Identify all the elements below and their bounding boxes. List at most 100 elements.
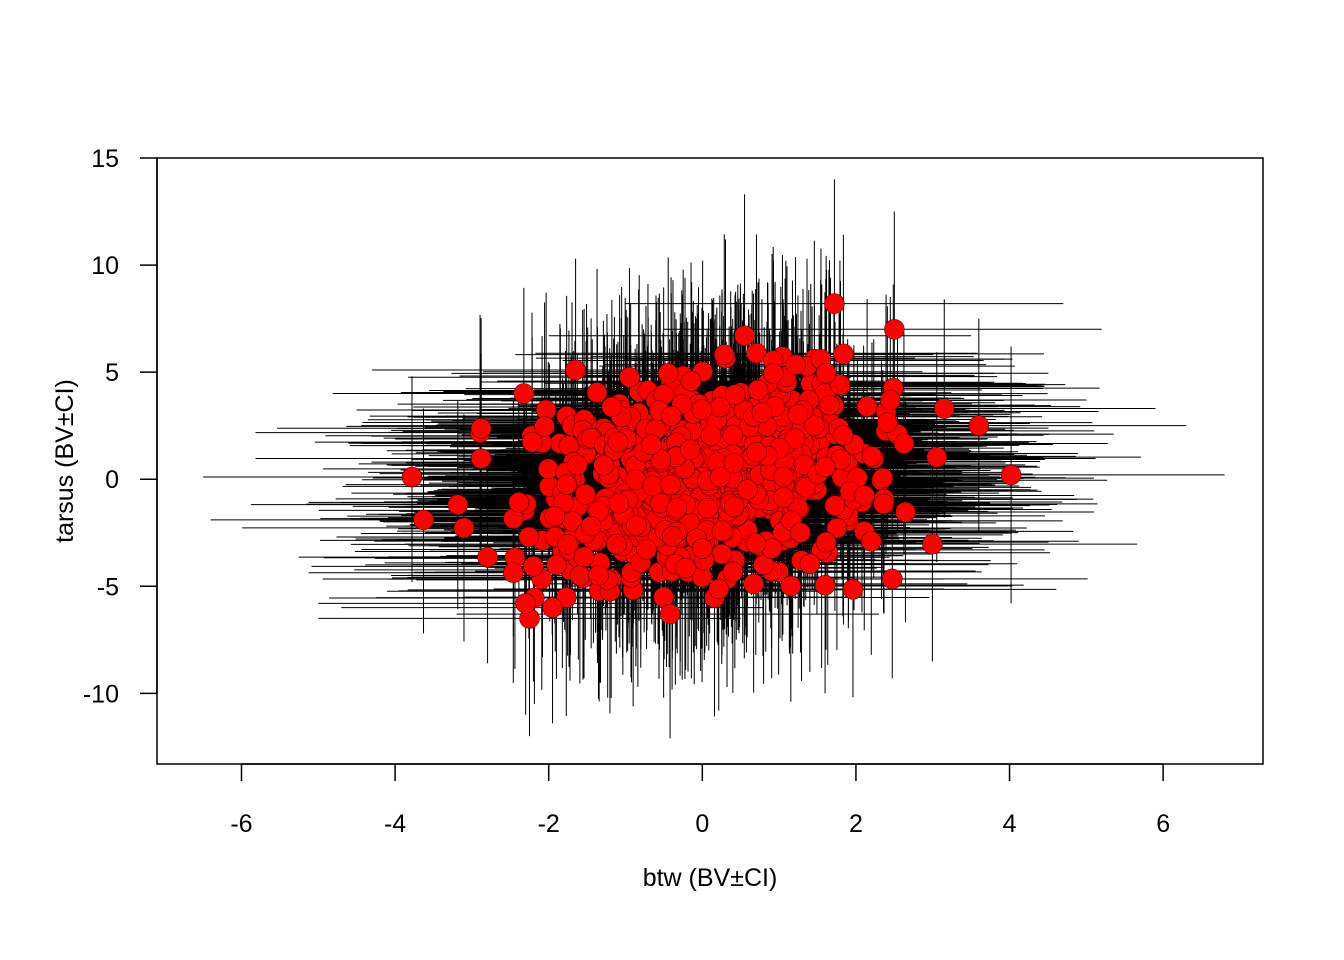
data-point: [534, 416, 555, 437]
data-point: [607, 431, 629, 453]
data-point: [586, 382, 608, 403]
data-point: [795, 477, 817, 498]
data-point: [650, 449, 672, 470]
data-point: [413, 509, 434, 531]
data-point: [709, 466, 731, 488]
data-point: [723, 452, 745, 474]
y-tick-label: 0: [105, 466, 119, 494]
data-point: [546, 554, 567, 576]
data-point: [722, 561, 744, 583]
data-point: [804, 415, 825, 436]
data-point: [679, 439, 701, 460]
y-axis: -10 -5 0 5 10 15: [83, 145, 158, 708]
data-point: [567, 454, 588, 476]
data-point: [895, 501, 916, 523]
data-point: [657, 363, 679, 384]
data-point: [880, 389, 901, 411]
data-point: [861, 446, 883, 467]
x-axis-title: btw (BV±CI): [643, 864, 778, 892]
data-point: [593, 455, 614, 476]
data-point: [477, 546, 498, 568]
y-tick-label: 15: [91, 145, 119, 173]
data-point: [893, 433, 915, 454]
data-point: [884, 319, 905, 340]
data-point: [542, 597, 563, 618]
data-point: [700, 425, 722, 446]
data-point: [518, 526, 540, 548]
data-point: [933, 398, 955, 419]
data-point: [619, 366, 640, 388]
data-point: [470, 418, 492, 439]
data-point: [447, 494, 469, 515]
data-point: [751, 402, 773, 424]
data-point: [691, 399, 713, 420]
data-point: [538, 458, 559, 480]
data-point: [873, 493, 894, 515]
x-tick-label: 6: [1156, 810, 1170, 838]
data-point: [661, 405, 682, 427]
data-point: [722, 424, 744, 446]
data-point: [968, 415, 990, 436]
data-point: [659, 603, 681, 625]
data-point: [922, 533, 943, 555]
data-point: [508, 492, 530, 513]
y-tick-label: -10: [83, 680, 119, 708]
y-axis-title: tarsus (BV±CI): [51, 379, 79, 543]
data-point: [737, 479, 758, 500]
data-point: [401, 466, 423, 488]
data-point: [675, 557, 697, 579]
data-point: [513, 383, 535, 404]
data-point: [608, 493, 630, 514]
y-tick-label: 10: [91, 252, 119, 280]
data-point: [642, 475, 664, 497]
data-point: [575, 483, 596, 505]
data-point: [680, 370, 702, 392]
data-point: [773, 466, 794, 488]
data-point: [503, 562, 524, 584]
data-point: [790, 522, 811, 543]
data-point: [824, 293, 845, 314]
data-point: [711, 520, 733, 542]
data-point: [784, 428, 806, 449]
data-point: [724, 384, 746, 406]
data-point: [842, 579, 864, 600]
data-point: [661, 526, 683, 547]
y-tick-label: -5: [97, 573, 119, 601]
data-point: [780, 575, 802, 597]
data-point: [544, 505, 566, 527]
data-point: [606, 533, 627, 555]
data-point: [814, 456, 836, 478]
data-point: [819, 394, 840, 416]
data-point: [601, 396, 623, 418]
data-point: [833, 343, 854, 365]
data-point: [641, 434, 662, 456]
data-point: [626, 515, 647, 536]
data-point: [515, 593, 536, 614]
y-tick-label: 5: [105, 359, 119, 387]
data-point: [713, 344, 735, 365]
data-point: [854, 485, 875, 506]
x-axis: -6 -4 -2 0 2 4 6: [230, 763, 1170, 838]
data-point: [824, 495, 846, 516]
data-point: [523, 556, 544, 577]
data-point: [773, 486, 794, 508]
data-point: [787, 404, 809, 425]
data-point: [573, 546, 595, 568]
data-point: [709, 396, 731, 418]
x-tick-label: -4: [384, 810, 406, 838]
data-point: [814, 574, 836, 596]
data-point: [926, 446, 948, 468]
data-point: [747, 379, 769, 401]
data-point: [872, 467, 894, 489]
data-point: [557, 534, 578, 555]
data-point: [691, 538, 713, 559]
data-point: [556, 474, 578, 495]
data-point: [569, 565, 591, 586]
x-tick-label: -2: [538, 810, 560, 838]
data-point: [697, 497, 718, 519]
data-point: [666, 497, 688, 519]
data-point: [815, 531, 837, 553]
data-point: [877, 412, 898, 433]
x-tick-label: 0: [695, 810, 709, 838]
x-tick-label: 4: [1003, 810, 1017, 838]
